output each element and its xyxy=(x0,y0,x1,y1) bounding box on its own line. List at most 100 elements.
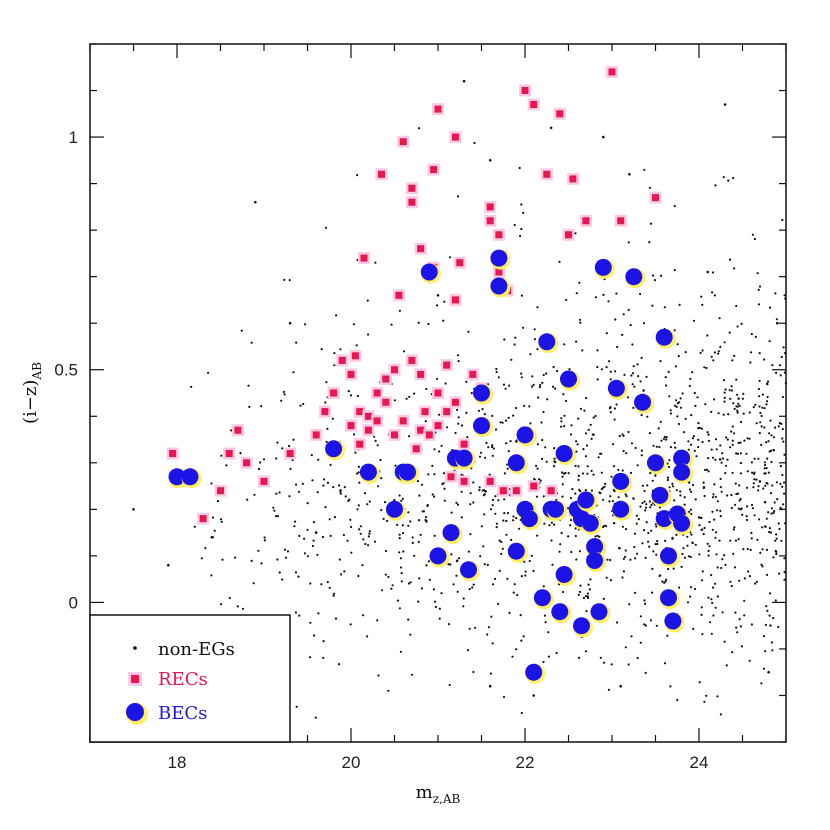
non-eg-point xyxy=(339,490,342,493)
x-tick-label: 22 xyxy=(516,753,535,772)
non-eg-point xyxy=(698,553,701,556)
non-eg-point xyxy=(680,565,683,569)
non-eg-point xyxy=(511,655,514,658)
rec-point xyxy=(330,389,338,397)
non-eg-point xyxy=(560,417,563,420)
non-eg-point xyxy=(686,535,689,538)
non-eg-point xyxy=(730,389,734,392)
y-axis-title-main: (i−z) xyxy=(20,380,41,424)
non-eg-point xyxy=(669,446,673,449)
non-eg-point xyxy=(502,383,506,386)
non-eg-point xyxy=(377,674,380,677)
non-eg-point xyxy=(471,586,474,589)
non-eg-point xyxy=(503,338,506,341)
non-eg-point xyxy=(594,296,598,299)
non-eg-point xyxy=(766,395,769,399)
non-eg-point xyxy=(644,602,647,606)
rec-point xyxy=(451,296,459,304)
non-eg-point xyxy=(723,396,726,399)
non-eg-point xyxy=(695,455,698,458)
non-eg-point xyxy=(472,481,475,484)
non-eg-point xyxy=(609,378,612,381)
non-eg-point xyxy=(707,470,710,473)
non-eg-point xyxy=(280,399,283,402)
non-eg-point xyxy=(657,427,660,430)
rec-point xyxy=(408,184,416,192)
non-eg-point xyxy=(721,452,724,455)
non-eg-point xyxy=(532,569,535,573)
non-eg-point xyxy=(655,525,658,528)
non-eg-point xyxy=(542,373,545,377)
non-eg-point xyxy=(712,271,715,274)
non-eg-point xyxy=(592,416,595,419)
x-tick-label: 20 xyxy=(342,753,361,772)
non-eg-point xyxy=(564,471,567,475)
non-eg-point xyxy=(671,482,674,485)
rec-point xyxy=(547,487,555,495)
non-eg-point xyxy=(781,473,784,477)
non-eg-point xyxy=(310,454,313,457)
non-eg-point xyxy=(559,543,562,546)
non-eg-point xyxy=(250,341,253,344)
non-eg-point xyxy=(400,572,403,575)
non-eg-point xyxy=(723,640,726,643)
non-eg-point xyxy=(651,304,654,307)
non-eg-point xyxy=(570,550,573,554)
non-eg-point xyxy=(700,516,703,520)
non-eg-point xyxy=(544,621,547,624)
non-eg-point xyxy=(772,511,775,514)
non-eg-point xyxy=(641,484,645,487)
non-eg-point xyxy=(413,554,416,557)
rec-point xyxy=(434,389,442,397)
non-eg-point xyxy=(563,414,566,417)
non-eg-point xyxy=(689,508,693,511)
non-eg-point xyxy=(644,624,648,627)
non-eg-point xyxy=(193,525,196,528)
non-eg-point xyxy=(306,555,309,558)
non-eg-point xyxy=(520,639,523,642)
non-eg-point xyxy=(735,378,738,381)
non-eg-point xyxy=(536,348,539,351)
non-eg-point xyxy=(755,478,758,481)
legend-marker-non-egs xyxy=(133,646,137,650)
non-eg-point xyxy=(629,324,632,327)
non-eg-point xyxy=(745,518,749,522)
non-eg-point xyxy=(708,520,711,524)
non-eg-point xyxy=(774,599,777,602)
non-eg-point xyxy=(570,424,573,427)
non-eg-point xyxy=(283,393,286,396)
non-eg-point xyxy=(681,552,684,556)
non-eg-point xyxy=(547,655,551,658)
non-eg-point xyxy=(679,406,683,409)
non-eg-point xyxy=(282,390,285,393)
non-eg-point xyxy=(457,360,460,363)
non-eg-point xyxy=(550,521,554,524)
non-eg-point xyxy=(213,529,216,532)
non-eg-point xyxy=(398,537,401,540)
non-eg-point xyxy=(312,521,316,524)
non-eg-point xyxy=(624,646,627,649)
non-eg-point xyxy=(553,447,556,450)
non-eg-point xyxy=(721,611,724,614)
rec-point xyxy=(451,133,459,141)
non-eg-point xyxy=(383,501,387,504)
non-eg-point xyxy=(650,529,653,532)
non-eg-point xyxy=(609,558,612,562)
non-eg-point xyxy=(707,549,710,553)
non-eg-point xyxy=(725,464,728,467)
bec-point xyxy=(507,454,525,472)
non-eg-point xyxy=(550,539,553,542)
non-eg-point xyxy=(349,525,353,529)
non-eg-point xyxy=(594,414,597,418)
non-eg-point xyxy=(625,452,628,455)
non-eg-point xyxy=(586,592,590,595)
non-eg-point xyxy=(654,543,657,546)
non-eg-point xyxy=(575,450,578,453)
non-eg-point xyxy=(658,445,661,449)
non-eg-point xyxy=(357,504,360,507)
non-eg-point xyxy=(775,537,778,540)
non-eg-point xyxy=(602,486,605,489)
non-eg-point xyxy=(211,516,215,519)
non-eg-point xyxy=(712,614,715,617)
non-eg-point xyxy=(643,599,646,602)
